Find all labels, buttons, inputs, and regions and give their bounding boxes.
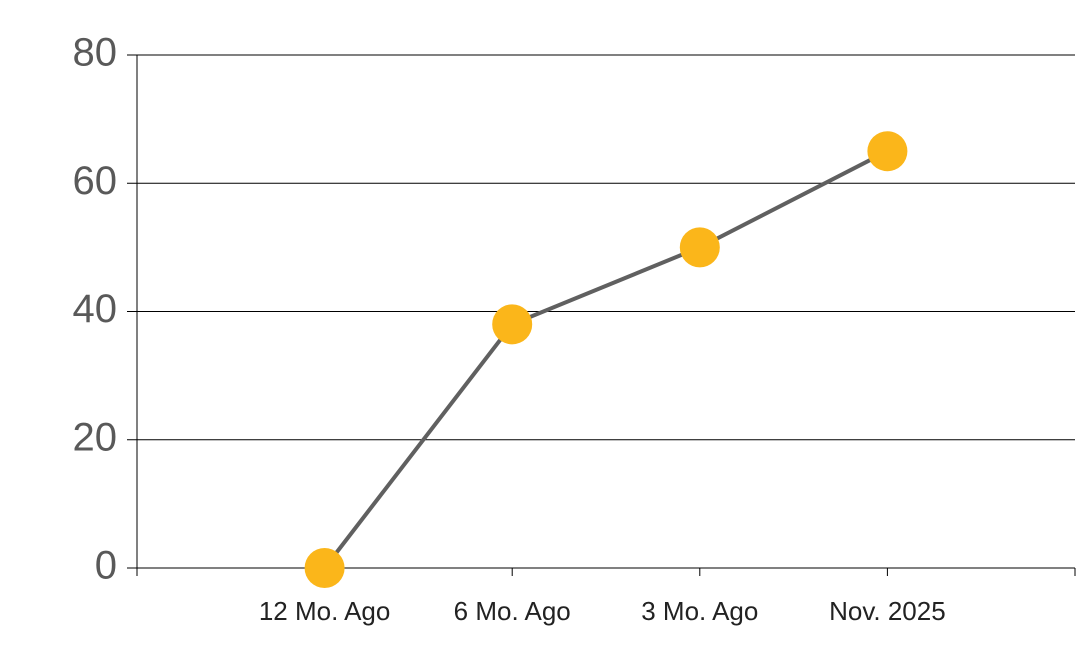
- y-tick-label: 20: [73, 415, 118, 459]
- y-tick-label: 60: [73, 159, 118, 203]
- marker: [492, 304, 533, 345]
- x-tick-label: 6 Mo. Ago: [454, 596, 571, 626]
- marker: [679, 227, 720, 268]
- y-tick-label: 80: [73, 31, 118, 75]
- marker: [304, 548, 345, 588]
- marker: [867, 131, 908, 172]
- x-tick-label: 3 Mo. Ago: [641, 596, 758, 626]
- x-tick-label: 12 Mo. Ago: [259, 596, 391, 626]
- line: [323, 149, 889, 570]
- y-tick-label: 0: [95, 544, 117, 588]
- y-tick-label: 40: [73, 287, 118, 331]
- x-tick-label: Nov. 2025: [829, 596, 946, 626]
